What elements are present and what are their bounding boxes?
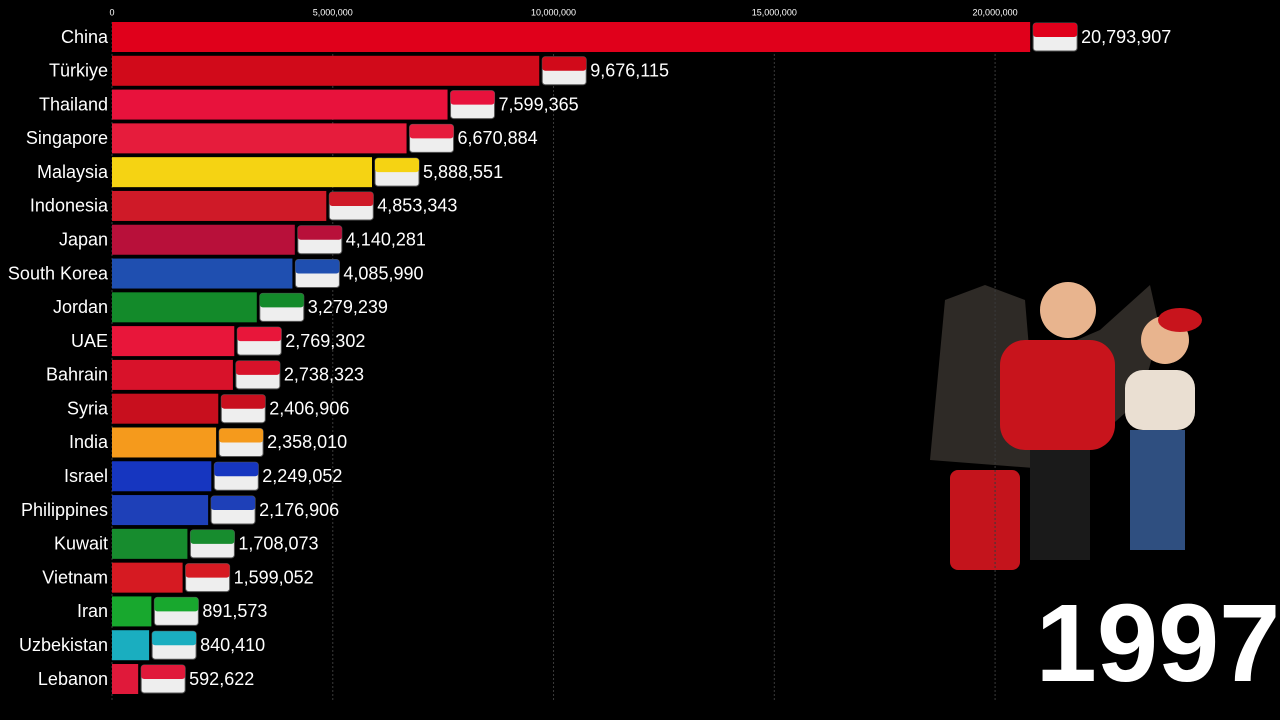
- bar: [112, 157, 373, 188]
- value-label: 2,358,010: [267, 432, 347, 452]
- value-label: 840,410: [200, 635, 265, 655]
- value-label: 7,599,365: [499, 94, 579, 114]
- value-label: 4,140,281: [346, 229, 426, 249]
- value-label: 9,676,115: [590, 61, 669, 81]
- value-label: 891,573: [202, 601, 267, 621]
- category-label: Iran: [77, 601, 108, 621]
- flag-band: [214, 462, 259, 477]
- bar: [112, 393, 219, 424]
- value-label: 5,888,551: [423, 162, 503, 182]
- flag-band: [297, 225, 342, 240]
- bar: [112, 22, 1031, 52]
- value-label: 592,622: [189, 669, 254, 689]
- category-label: Bahrain: [46, 365, 108, 385]
- category-label: UAE: [71, 331, 108, 351]
- category-label: Türkiye: [49, 61, 108, 81]
- value-label: 4,085,990: [343, 263, 423, 283]
- flag-band: [190, 529, 235, 544]
- category-label: Japan: [59, 229, 108, 249]
- bar: [112, 528, 188, 559]
- flag-band: [235, 360, 280, 375]
- value-label: 2,738,323: [284, 365, 364, 385]
- flag-band: [450, 90, 495, 105]
- category-label: India: [69, 432, 109, 452]
- flag-band: [185, 563, 230, 578]
- x-tick-label: 10,000,000: [531, 7, 576, 17]
- category-label: Kuwait: [54, 534, 108, 554]
- bar: [112, 55, 540, 86]
- bar: [112, 292, 257, 323]
- flag-band: [542, 56, 587, 71]
- bar: [112, 495, 209, 526]
- value-label: 6,670,884: [458, 128, 538, 148]
- value-label: 3,279,239: [308, 297, 388, 317]
- bar: [112, 596, 152, 627]
- category-label: Vietnam: [42, 567, 108, 587]
- category-label: Jordan: [53, 297, 108, 317]
- bar: [112, 630, 150, 661]
- category-label: Indonesia: [30, 196, 109, 216]
- illustration: [930, 282, 1202, 570]
- flag-band: [154, 597, 199, 612]
- bar: [112, 89, 448, 120]
- value-label: 2,406,906: [269, 398, 349, 418]
- x-tick-label: 5,000,000: [313, 7, 353, 17]
- flag-band: [329, 191, 374, 206]
- bar: [112, 258, 293, 289]
- value-label: 2,769,302: [285, 331, 365, 351]
- category-label: Thailand: [39, 94, 108, 114]
- bar: [112, 326, 235, 357]
- flag-band: [221, 394, 266, 409]
- value-label: 1,599,052: [234, 567, 314, 587]
- category-label: Uzbekistan: [19, 635, 108, 655]
- value-label: 2,249,052: [262, 466, 342, 486]
- category-label: Malaysia: [37, 162, 109, 182]
- category-label: Philippines: [21, 500, 108, 520]
- category-label: Syria: [67, 398, 109, 418]
- x-tick-label: 15,000,000: [752, 7, 797, 17]
- plot: 0 5,000,000 10,000,000 15,000,000 20,000,000…: [8, 7, 1171, 700]
- bar: [112, 224, 295, 255]
- flag-band: [211, 496, 256, 511]
- category-label: South Korea: [8, 263, 109, 283]
- flag-band: [375, 158, 420, 173]
- x-tick-label: 20,000,000: [973, 7, 1018, 17]
- x-tick-label: 0: [109, 7, 114, 17]
- flag-band: [152, 631, 197, 646]
- flag-band: [219, 428, 264, 443]
- bar: [112, 664, 139, 695]
- flag-band: [295, 259, 340, 274]
- category-label: Lebanon: [38, 669, 108, 689]
- bar: [112, 461, 212, 492]
- flag-band: [141, 665, 186, 680]
- value-label: 20,793,907: [1081, 27, 1171, 47]
- year-label: 1997: [1036, 582, 1280, 705]
- flag-band: [409, 124, 454, 139]
- bar: [112, 359, 233, 390]
- bar: [112, 427, 217, 458]
- bar: [112, 562, 183, 593]
- value-label: 4,853,343: [377, 196, 457, 216]
- flag-band: [259, 293, 304, 308]
- flag-band: [237, 327, 282, 342]
- bar: [112, 123, 407, 154]
- category-label: Singapore: [26, 128, 108, 148]
- value-label: 2,176,906: [259, 500, 339, 520]
- category-label: China: [61, 27, 109, 47]
- category-label: Israel: [64, 466, 108, 486]
- flag-band: [1033, 23, 1078, 37]
- value-label: 1,708,073: [238, 534, 318, 554]
- bar: [112, 190, 327, 221]
